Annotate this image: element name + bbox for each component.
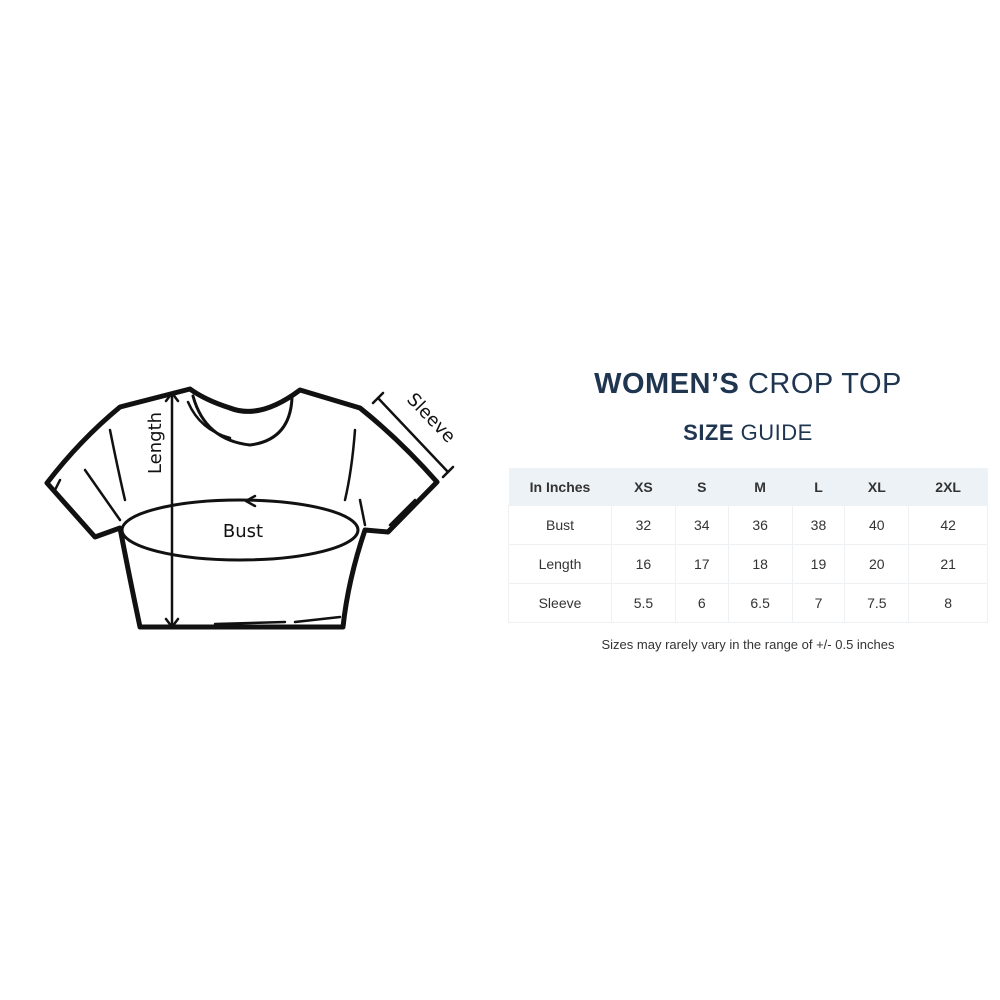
bust-ellipse bbox=[120, 498, 360, 562]
header-cell: In Inches bbox=[508, 468, 612, 506]
sleeve-measure-line bbox=[376, 396, 450, 474]
header-cell: S bbox=[675, 468, 729, 506]
table-cell: 16 bbox=[611, 544, 676, 584]
shirt-outline bbox=[44, 386, 440, 630]
table-row: Bust 32 34 36 38 40 42 bbox=[508, 505, 988, 545]
page-subtitle: SIZE GUIDE bbox=[508, 420, 988, 446]
sleeve-fold-right bbox=[343, 428, 417, 527]
length-arrowheads-icon bbox=[164, 391, 180, 629]
size-variance-note: Sizes may rarely vary in the range of +/… bbox=[601, 637, 895, 652]
subtitle-light: GUIDE bbox=[740, 420, 813, 445]
header-cell: XS bbox=[611, 468, 676, 506]
bust-arrow-icon bbox=[244, 494, 257, 508]
title-bold: WOMEN’S bbox=[594, 368, 740, 400]
subtitle-bold: SIZE bbox=[683, 420, 735, 445]
table-cell: 6.5 bbox=[727, 583, 793, 623]
page-title: WOMEN’S CROP TOP bbox=[508, 368, 988, 401]
table-cell: 18 bbox=[727, 544, 793, 584]
sleeve-fold-left bbox=[53, 428, 127, 522]
table-cell: 34 bbox=[674, 505, 729, 545]
table-cell: 8 bbox=[908, 583, 988, 623]
row-label: Bust bbox=[508, 505, 612, 545]
table-cell: 6 bbox=[674, 583, 729, 623]
title-light: CROP TOP bbox=[747, 368, 902, 400]
crop-top-diagram: Length Bust Sleeve bbox=[44, 386, 459, 630]
collar-inner2 bbox=[186, 400, 232, 440]
row-label: Sleeve bbox=[508, 583, 612, 623]
header-cell: L bbox=[792, 468, 845, 506]
table-cell: 19 bbox=[791, 544, 846, 584]
table-cell: 7.5 bbox=[844, 583, 910, 623]
table-cell: 36 bbox=[727, 505, 793, 545]
sleeve-line-ends bbox=[371, 391, 455, 479]
collar-inner bbox=[191, 394, 294, 447]
size-table: In Inches XS S M L XL 2XL Bust 32 34 36 … bbox=[508, 468, 988, 623]
table-cell: 32 bbox=[611, 505, 676, 545]
sleeve-label: Sleeve bbox=[402, 389, 459, 447]
table-header-row: In Inches XS S M L XL 2XL bbox=[508, 468, 988, 506]
bust-label: Bust bbox=[223, 521, 263, 542]
length-label: Length bbox=[145, 412, 166, 474]
hem-line bbox=[213, 615, 342, 626]
row-label: Length bbox=[508, 544, 612, 584]
table-row: Sleeve 5.5 6 6.5 7 7.5 8 bbox=[508, 583, 988, 623]
table-cell: 20 bbox=[844, 544, 910, 584]
header-cell: 2XL bbox=[908, 468, 988, 506]
table-cell: 5.5 bbox=[611, 583, 676, 623]
table-cell: 21 bbox=[908, 544, 988, 584]
header-cell: XL bbox=[844, 468, 909, 506]
table-row: Length 16 17 18 19 20 21 bbox=[508, 544, 988, 584]
table-cell: 40 bbox=[844, 505, 910, 545]
table-cell: 38 bbox=[791, 505, 846, 545]
table-cell: 17 bbox=[674, 544, 729, 584]
header-cell: M bbox=[728, 468, 793, 506]
table-cell: 42 bbox=[908, 505, 988, 545]
table-cell: 7 bbox=[791, 583, 846, 623]
